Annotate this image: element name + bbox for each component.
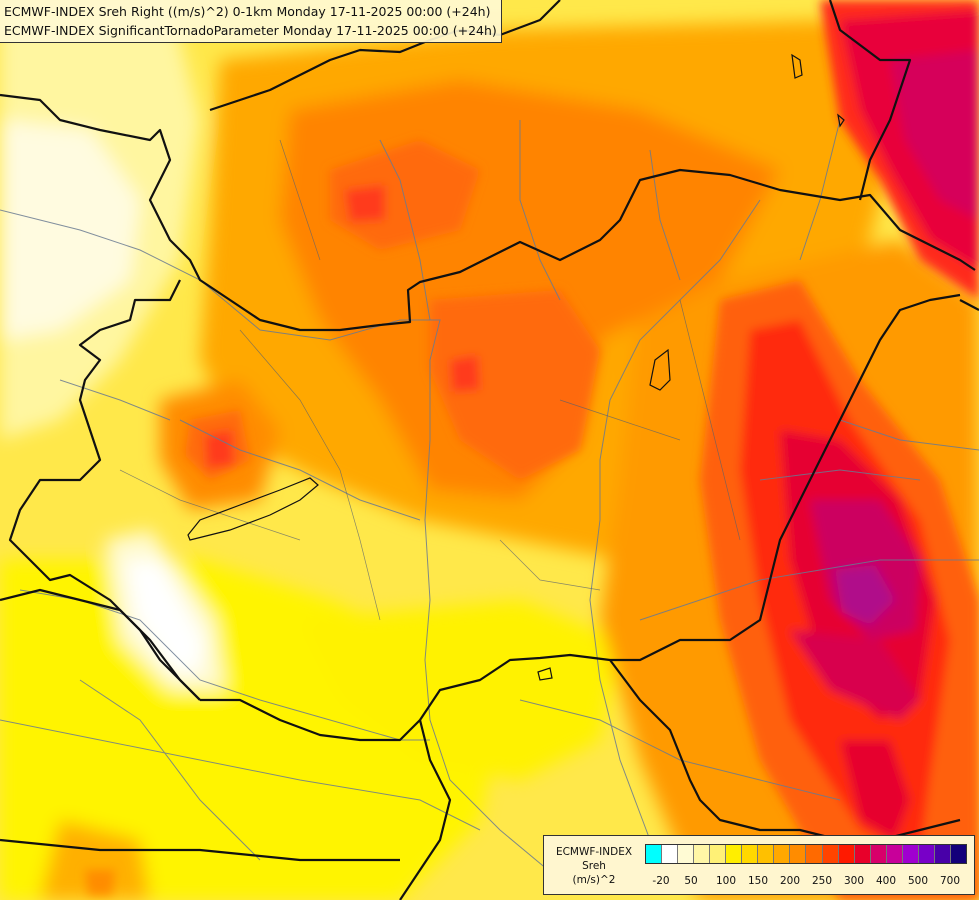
legend-swatch	[822, 845, 839, 863]
river-ne	[799, 119, 841, 261]
legend-swatch	[646, 845, 663, 863]
legend-swatch	[886, 845, 903, 863]
legend-swatch	[710, 845, 727, 863]
border-croatia	[0, 588, 201, 701]
river-east-2	[839, 419, 979, 451]
legend-tick-label: 250	[811, 875, 833, 887]
river-danube	[0, 209, 561, 881]
legend-tick-label: 50	[684, 875, 698, 887]
legend-variable: Sreh	[582, 860, 606, 872]
contour-red-dot-2	[450, 355, 480, 392]
contour-red-dot-1	[345, 185, 385, 222]
legend-swatch	[854, 845, 871, 863]
legend-tick-label: -20	[652, 875, 670, 887]
river-tisza	[589, 199, 761, 841]
legend-label: ECMWF-INDEX Sreh (m/s)^2	[550, 845, 638, 887]
legend-tick-label: 100	[715, 875, 737, 887]
river-north-2	[519, 120, 561, 301]
lake-ne-1	[791, 53, 803, 79]
river-east-3	[759, 469, 921, 481]
contour-ored-north	[330, 140, 480, 250]
contour-crimson-south	[790, 630, 920, 720]
contour-red-dot-3	[205, 430, 234, 468]
river-raba	[179, 419, 421, 521]
river-north-3	[649, 149, 681, 281]
legend-swatch	[726, 845, 743, 863]
river-west-2	[59, 379, 171, 421]
legend-swatch	[838, 845, 855, 863]
legend-swatch	[662, 845, 679, 863]
lake-balaton	[187, 477, 319, 541]
contour-white-streak	[125, 560, 205, 675]
legend-swatch	[790, 845, 807, 863]
admin-line-2	[499, 539, 601, 591]
legend-tick-label: 300	[843, 875, 865, 887]
legend-swatch	[806, 845, 823, 863]
river-south-1	[519, 699, 841, 801]
legend-swatch	[950, 845, 966, 863]
lake-south	[537, 667, 553, 681]
river-mures	[639, 559, 979, 621]
title-line-1: ECMWF-INDEX Sreh Right ((m/s)^2) 0-1km M…	[4, 4, 491, 19]
admin-borders	[119, 139, 741, 621]
border-south-hungary	[200, 293, 961, 742]
admin-line-5	[119, 469, 301, 541]
lake-ne-2	[837, 113, 845, 128]
contour-ored-central	[430, 290, 600, 480]
legend-swatch	[870, 845, 887, 863]
border-bosnia	[0, 838, 400, 862]
border-north-upper	[209, 0, 561, 112]
rivers	[0, 119, 979, 881]
border-serbia-west	[399, 719, 452, 900]
contour-magenta-northeast	[890, 50, 979, 220]
legend-tick-label: 150	[747, 875, 769, 887]
field-contours-inner	[85, 0, 979, 900]
legend-model: ECMWF-INDEX	[555, 846, 633, 858]
legend-swatch	[694, 845, 711, 863]
contour-purple-east	[835, 565, 895, 625]
legend-tick-label: 400	[875, 875, 897, 887]
admin-line-6	[279, 139, 321, 261]
contour-orange-small-sw	[85, 870, 115, 895]
legend-color-bar	[645, 844, 967, 864]
contour-yellow-centre-south	[300, 600, 620, 780]
admin-line-1	[239, 329, 381, 621]
legend-swatch	[758, 845, 775, 863]
legend-tick-label: 500	[907, 875, 929, 887]
legend-swatch	[902, 845, 919, 863]
legend-tick-label: 200	[779, 875, 801, 887]
legend-swatch	[918, 845, 935, 863]
title-line-2: ECMWF-INDEX SignificantTornadoParameter …	[4, 23, 497, 38]
river-sava	[0, 719, 481, 831]
map-title-box: ECMWF-INDEX Sreh Right ((m/s)^2) 0-1km M…	[0, 0, 502, 43]
contour-orange-southwest	[40, 820, 150, 900]
color-legend: ECMWF-INDEX Sreh (m/s)^2 -20 50 100 150 200 2…	[543, 835, 975, 895]
border-west-north	[0, 93, 976, 332]
contour-crimson-southeast	[840, 740, 910, 840]
river-north-1	[379, 139, 431, 321]
contour-lightest-west	[0, 120, 140, 340]
admin-line-3	[679, 299, 741, 541]
legend-swatch	[934, 845, 951, 863]
legend-tick-label: 700	[939, 875, 961, 887]
legend-swatch	[678, 845, 695, 863]
legend-unit: (m/s)^2	[572, 874, 616, 886]
legend-swatch	[742, 845, 759, 863]
border-romania-east	[959, 299, 979, 311]
river-sw	[79, 679, 261, 861]
lake-tisza	[649, 348, 671, 391]
legend-swatch	[774, 845, 791, 863]
lakes	[187, 53, 845, 681]
border-ne	[828, 0, 912, 201]
admin-line-4	[559, 399, 681, 441]
